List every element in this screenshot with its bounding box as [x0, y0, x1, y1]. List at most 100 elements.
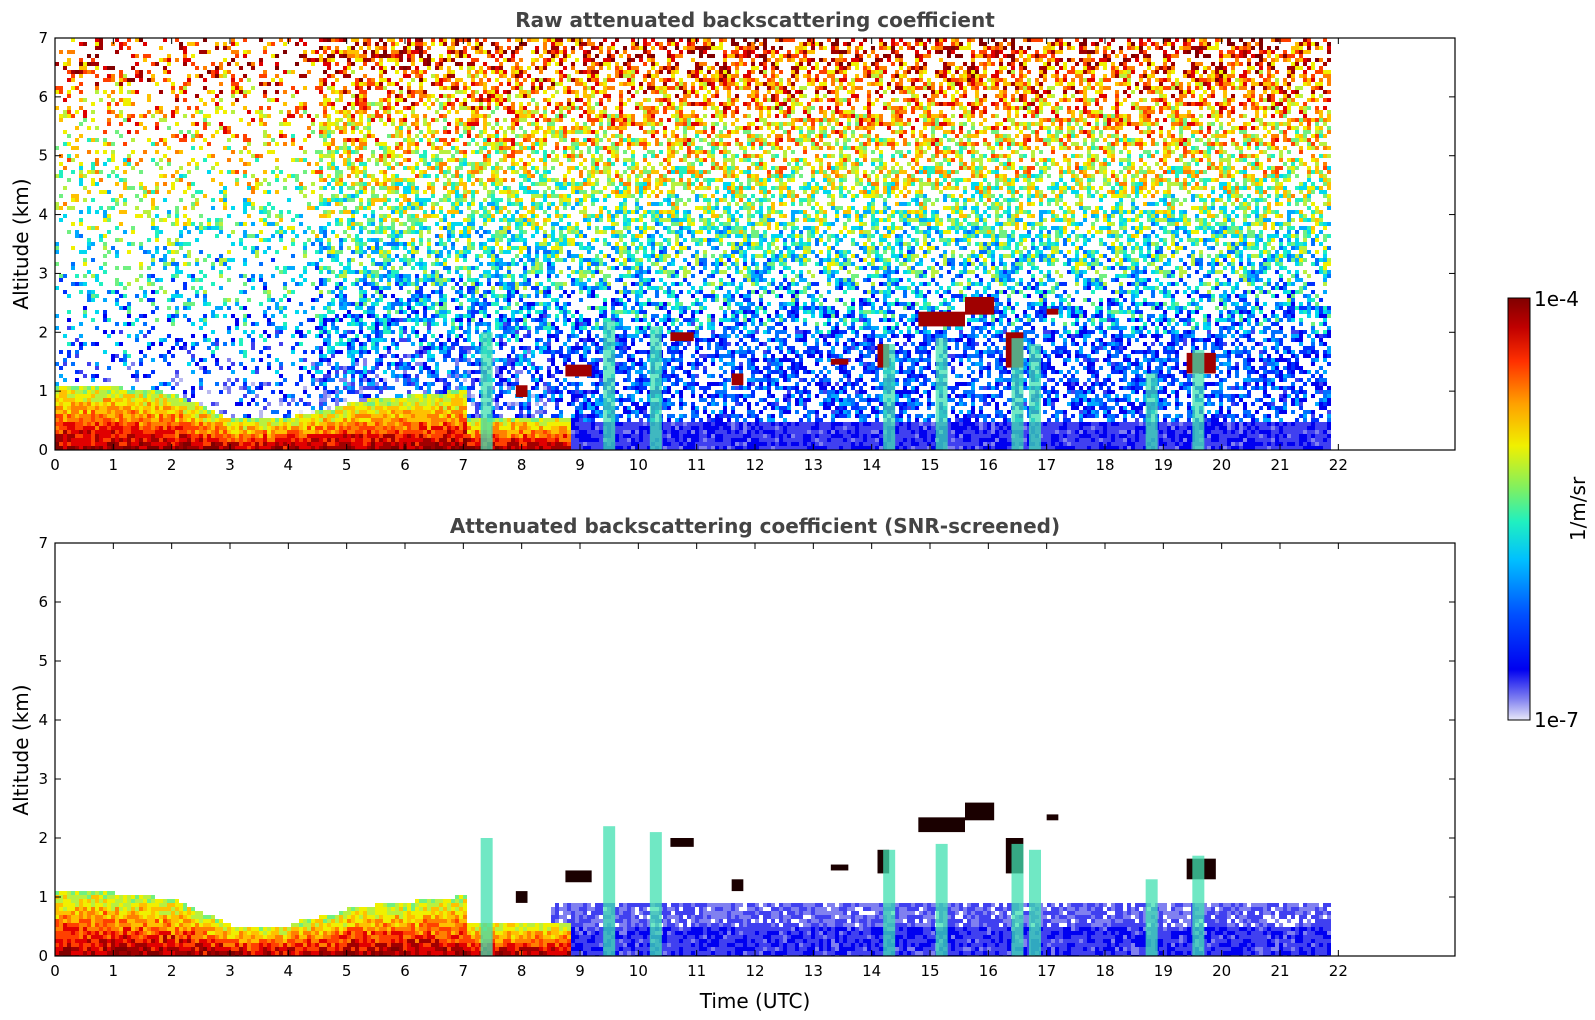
heat-cell — [367, 246, 371, 250]
heat-cell — [267, 290, 271, 294]
heat-cell — [387, 94, 391, 98]
heat-cell — [83, 274, 87, 278]
heat-cell — [459, 442, 463, 446]
heat-cell — [75, 354, 79, 358]
heat-cell — [451, 374, 455, 378]
heat-cell — [155, 82, 159, 86]
heat-cell — [483, 182, 487, 186]
heat-cell — [183, 398, 187, 402]
heat-cell — [87, 242, 91, 246]
heat-cell — [419, 158, 423, 162]
heat-cell — [75, 230, 79, 234]
heat-cell — [191, 426, 195, 430]
heat-cell — [371, 398, 375, 402]
heat-cell — [411, 94, 415, 98]
heat-cell — [127, 314, 131, 318]
heat-cell — [111, 290, 115, 294]
heat-cell — [295, 158, 299, 162]
heat-cell — [315, 50, 319, 54]
heat-cell — [243, 318, 247, 322]
heat-cell — [347, 222, 351, 226]
heat-cell — [371, 282, 375, 286]
heat-cell — [271, 54, 275, 58]
heat-cell — [459, 430, 463, 434]
heat-cell — [451, 138, 455, 142]
heat-cell — [471, 98, 475, 102]
heat-cell — [415, 426, 419, 430]
heat-cell — [319, 58, 323, 62]
heat-cell — [343, 126, 347, 130]
heat-cell — [243, 246, 247, 250]
heat-cell — [283, 414, 287, 418]
heat-cell — [167, 402, 171, 406]
heat-cell — [443, 306, 447, 310]
heat-cell — [339, 434, 343, 438]
heat-cell — [319, 246, 323, 250]
heat-cell — [443, 102, 447, 106]
heat-cell — [439, 314, 443, 318]
heat-cell — [319, 418, 323, 422]
heat-cell — [215, 314, 219, 318]
heat-cell — [371, 238, 375, 242]
heat-cell — [223, 314, 227, 318]
heat-cell — [483, 218, 487, 222]
heat-cell — [339, 342, 343, 346]
heat-cell — [427, 322, 431, 326]
heat-cell — [235, 434, 239, 438]
heat-cell — [479, 202, 483, 206]
heat-cell — [419, 50, 423, 54]
heat-cell — [487, 50, 491, 54]
heat-cell — [363, 206, 367, 210]
heat-cell — [79, 394, 83, 398]
heat-cell — [339, 250, 343, 254]
heat-cell — [143, 434, 147, 438]
heat-cell — [255, 254, 259, 258]
heat-cell — [387, 166, 391, 170]
heat-cell — [435, 98, 439, 102]
heat-cell — [231, 314, 235, 318]
heat-cell — [315, 334, 319, 338]
heat-cell — [91, 374, 95, 378]
heat-cell — [327, 74, 331, 78]
heat-cell — [371, 386, 375, 390]
heat-cell — [459, 422, 463, 426]
heat-cell — [163, 338, 167, 342]
heat-cell — [339, 126, 343, 130]
heat-cell — [487, 190, 491, 194]
heat-cell — [151, 402, 155, 406]
heat-cell — [207, 346, 211, 350]
heat-cell — [331, 322, 335, 326]
heat-cell — [463, 50, 467, 54]
heat-cell — [343, 110, 347, 114]
heat-cell — [283, 314, 287, 318]
heat-cell — [447, 390, 451, 394]
heat-cell — [263, 398, 267, 402]
heat-cell — [251, 246, 255, 250]
heat-cell — [447, 150, 451, 154]
heat-cell — [403, 418, 407, 422]
heat-cell — [175, 238, 179, 242]
heat-cell — [387, 306, 391, 310]
heat-cell — [367, 410, 371, 414]
heat-cell — [391, 362, 395, 366]
heat-cell — [231, 430, 235, 434]
heat-cell — [119, 406, 123, 410]
heat-cell — [483, 230, 487, 234]
heat-cell — [451, 106, 455, 110]
heat-cell — [427, 162, 431, 166]
heat-cell — [211, 266, 215, 270]
heat-cell — [95, 158, 99, 162]
heat-cell — [399, 442, 403, 446]
heat-cell — [355, 82, 359, 86]
heat-cell — [175, 270, 179, 274]
heat-cell — [195, 162, 199, 166]
heat-cell — [159, 110, 163, 114]
heat-cell — [215, 106, 219, 110]
heat-cell — [407, 138, 411, 142]
heat-cell — [395, 354, 399, 358]
heat-cell — [119, 110, 123, 114]
heat-cell — [435, 426, 439, 430]
heat-cell — [439, 42, 443, 46]
heat-cell — [163, 414, 167, 418]
heat-cell — [415, 362, 419, 366]
